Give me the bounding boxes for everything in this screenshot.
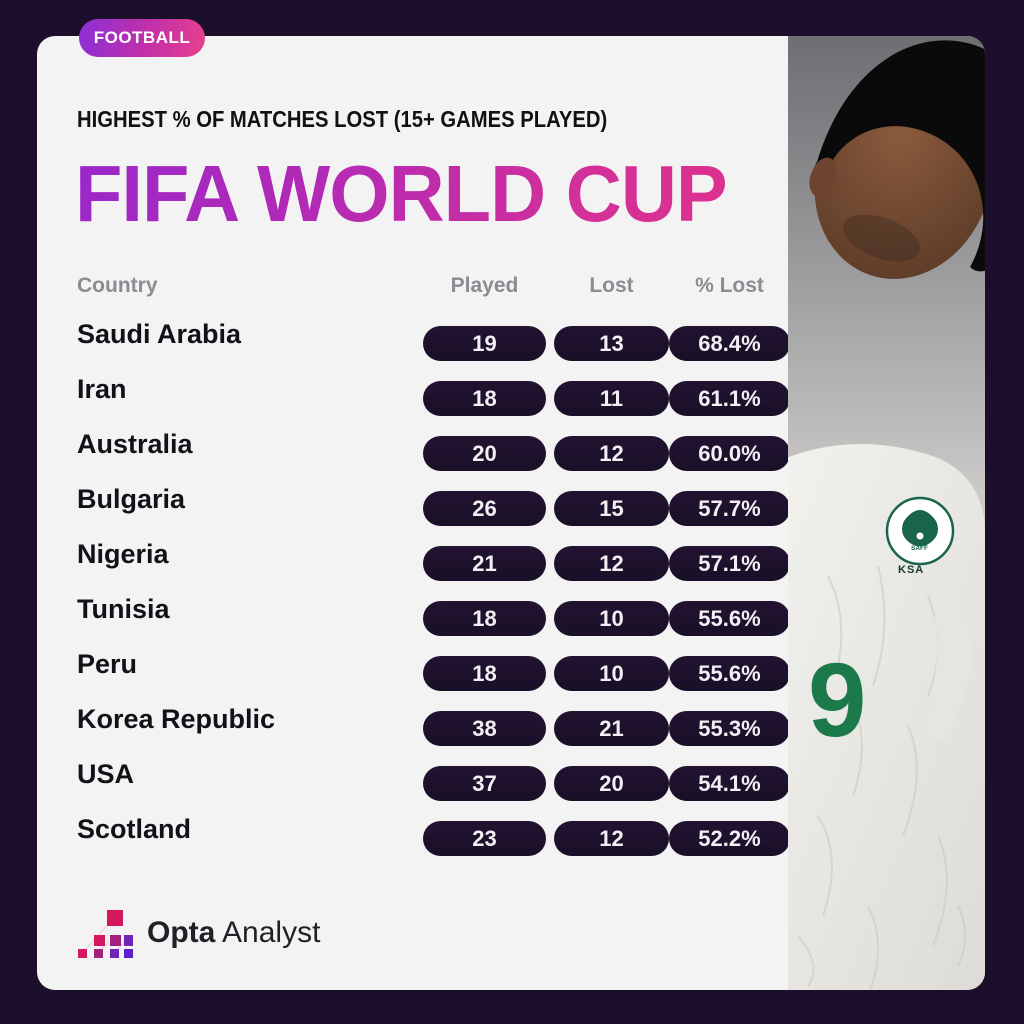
svg-text:9: 9 [808, 642, 866, 759]
svg-text:KSA: KSA [898, 564, 924, 576]
svg-text:SAFF: SAFF [911, 545, 928, 552]
